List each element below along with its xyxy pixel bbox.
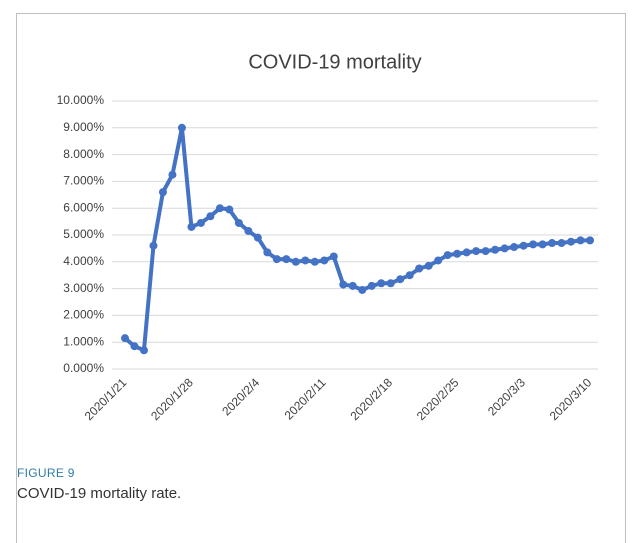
point	[462, 248, 471, 257]
point	[481, 247, 490, 256]
x-tick-label: 2020/1/21	[82, 375, 130, 423]
point	[557, 239, 566, 248]
point	[576, 236, 585, 245]
point	[301, 256, 310, 265]
point	[263, 248, 272, 257]
point	[405, 271, 414, 280]
point	[244, 226, 253, 235]
x-tick-label: 2020/1/28	[148, 375, 196, 423]
point	[377, 279, 386, 288]
y-tick-label: 8.000%	[63, 147, 104, 161]
y-tick-label: 10.000%	[57, 93, 105, 107]
point	[510, 243, 519, 252]
point	[453, 249, 462, 258]
point	[491, 245, 500, 254]
point	[282, 255, 291, 264]
point	[177, 123, 186, 132]
point	[168, 170, 177, 179]
point	[415, 264, 424, 273]
point	[234, 218, 243, 227]
point	[215, 204, 224, 213]
point	[586, 236, 594, 245]
point	[348, 281, 357, 290]
point	[121, 334, 129, 343]
point	[310, 257, 319, 266]
point	[529, 240, 538, 249]
point	[139, 346, 148, 355]
y-tick-label: 6.000%	[63, 200, 104, 214]
point	[424, 261, 433, 270]
point	[567, 237, 576, 246]
point	[158, 188, 167, 197]
x-tick-label: 2020/2/4	[219, 375, 262, 418]
y-tick-label: 0.000%	[63, 361, 104, 375]
x-tick-label: 2020/3/3	[485, 375, 528, 418]
point	[272, 255, 281, 264]
y-tick-label: 2.000%	[63, 308, 104, 322]
point	[187, 222, 196, 231]
point	[206, 212, 215, 221]
figure-frame	[16, 13, 626, 543]
x-tick-label: 2020/3/10	[547, 375, 595, 423]
chart-title: COVID-19 mortality	[248, 51, 421, 73]
point	[500, 244, 509, 253]
y-tick-label: 3.000%	[63, 281, 104, 295]
point	[320, 256, 329, 265]
x-tick-label: 2020/2/25	[414, 375, 462, 423]
chart: COVID-19 mortality 0.000% 1.000% 2.000% 3.0…	[57, 51, 598, 423]
caption-label: FIGURE 9	[17, 466, 75, 480]
point	[253, 233, 262, 242]
point	[130, 342, 139, 351]
y-tick-label: 5.000%	[63, 227, 104, 241]
point	[339, 280, 348, 289]
point	[396, 275, 405, 284]
point	[472, 247, 481, 256]
point	[434, 256, 443, 265]
point	[386, 279, 395, 288]
y-tick-label: 4.000%	[63, 254, 104, 268]
point	[538, 240, 547, 249]
point	[329, 252, 338, 261]
point	[196, 218, 205, 227]
point	[367, 281, 376, 290]
point	[358, 285, 367, 294]
y-tick-label: 1.000%	[63, 334, 104, 348]
caption: FIGURE 9 COVID-19 mortality rate.	[17, 466, 181, 502]
y-tick-label: 9.000%	[63, 120, 104, 134]
x-tick-label: 2020/2/11	[282, 375, 329, 422]
point	[291, 257, 300, 266]
point	[548, 239, 557, 248]
caption-text: COVID-19 mortality rate.	[17, 485, 182, 502]
point	[149, 241, 158, 250]
series-line	[123, 125, 590, 353]
point	[225, 205, 234, 214]
point	[443, 251, 452, 260]
x-tick-label: 2020/2/18	[347, 375, 395, 423]
y-tick-label: 7.000%	[63, 174, 104, 188]
point	[519, 241, 528, 250]
